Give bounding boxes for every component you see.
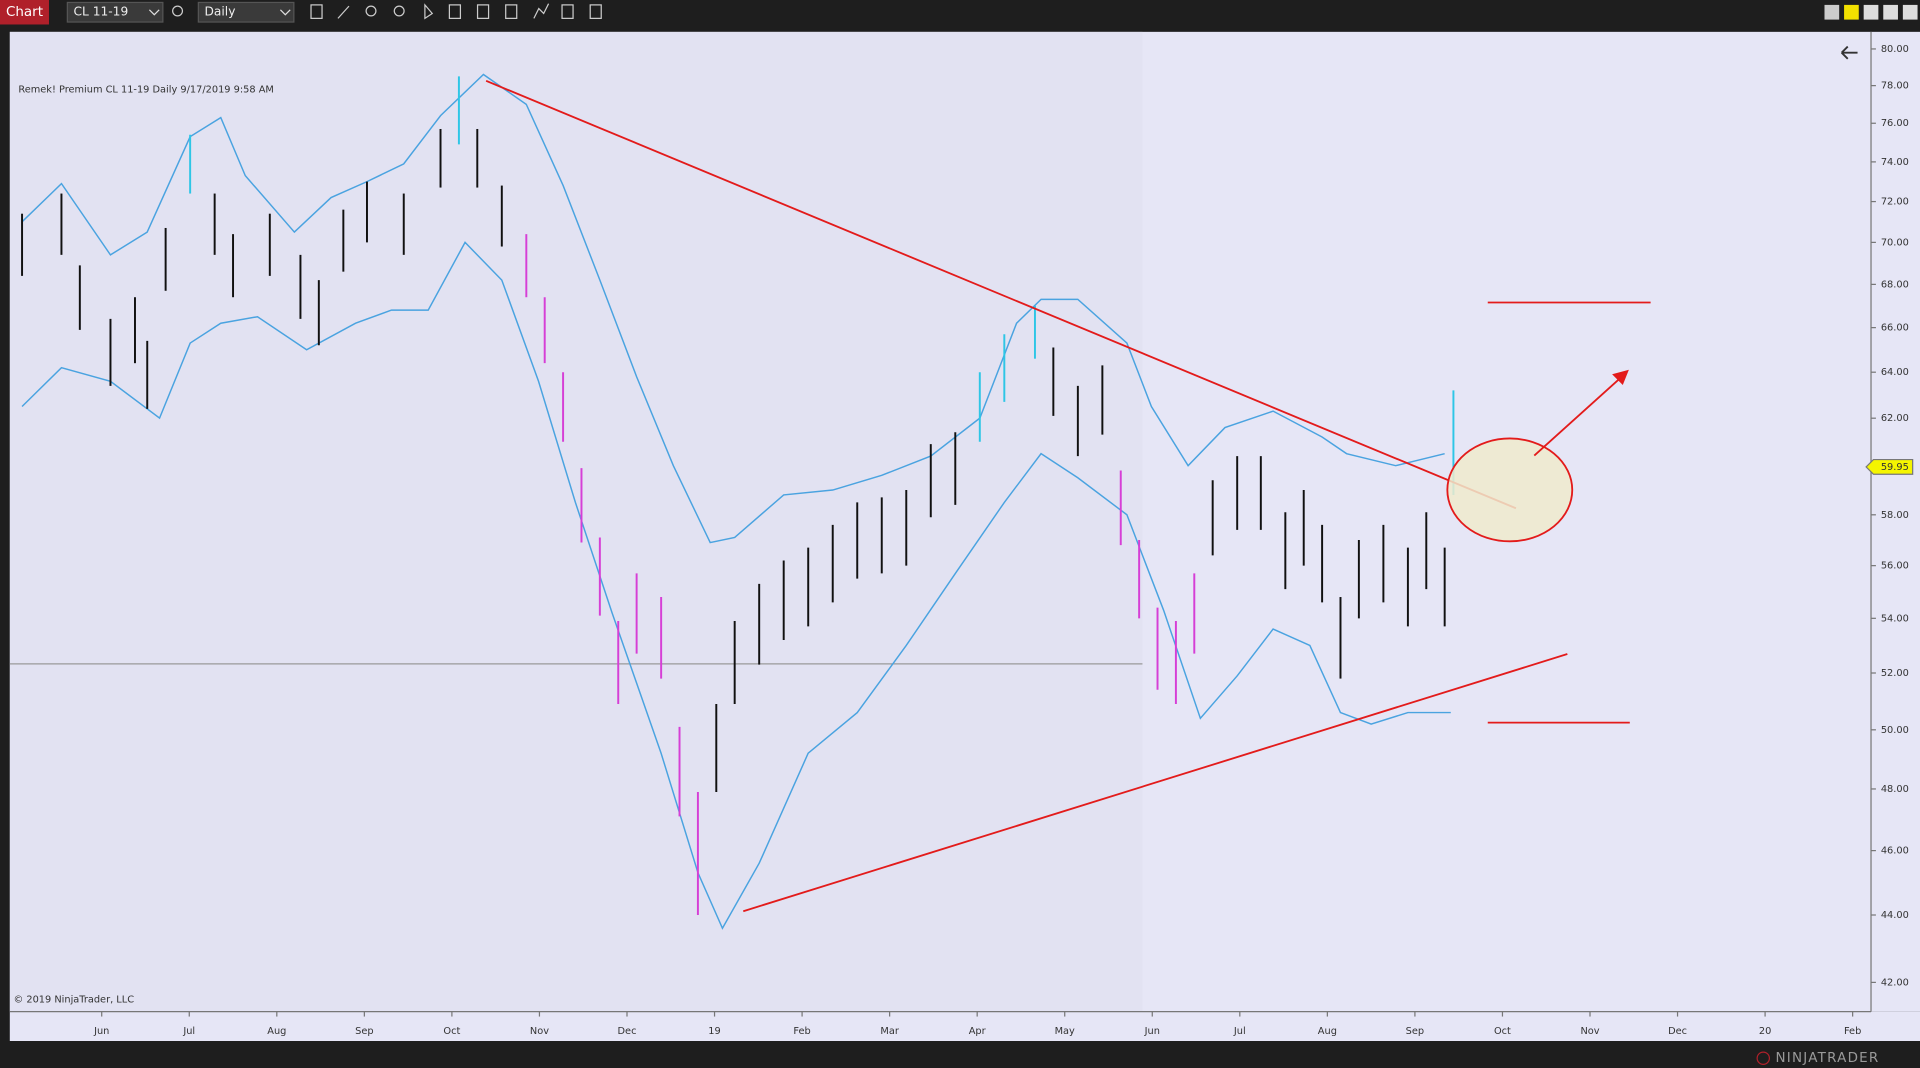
y-tick-label: 42.00 bbox=[1881, 977, 1909, 988]
y-tick-label: 48.00 bbox=[1881, 784, 1909, 795]
y-tick-label: 46.00 bbox=[1881, 846, 1909, 857]
y-tick-label: 52.00 bbox=[1881, 668, 1909, 679]
brand: NINJATRADER bbox=[1776, 1050, 1880, 1066]
interval-label[interactable]: Daily bbox=[204, 5, 235, 19]
x-tick-label: Jun bbox=[1144, 1026, 1160, 1037]
y-axis-area bbox=[1871, 31, 1920, 1012]
y-tick-label: 50.00 bbox=[1881, 725, 1909, 736]
interval-select[interactable] bbox=[197, 1, 295, 23]
y-tick-label: 70.00 bbox=[1881, 237, 1909, 248]
x-tick-label: Oct bbox=[443, 1026, 460, 1037]
chart-tab[interactable] bbox=[0, 0, 49, 25]
x-tick-label: Dec bbox=[618, 1026, 637, 1037]
last-price-marker bbox=[1865, 458, 1914, 475]
x-tick-label: Oct bbox=[1494, 1026, 1511, 1037]
y-tick-label: 76.00 bbox=[1881, 118, 1909, 129]
status-bar bbox=[0, 1041, 1920, 1068]
instrument-label[interactable]: CL 11-19 bbox=[73, 5, 128, 19]
back-arrow[interactable] bbox=[1840, 45, 1858, 60]
x-tick-label: 19 bbox=[708, 1026, 720, 1037]
y-tick-label: 72.00 bbox=[1881, 197, 1909, 208]
x-tick-label: Nov bbox=[530, 1026, 549, 1037]
y-tick-label: 80.00 bbox=[1881, 44, 1909, 55]
dropdown-icon bbox=[279, 9, 291, 16]
y-tick-label: 54.00 bbox=[1881, 613, 1909, 624]
toolbar-icons[interactable] bbox=[310, 3, 602, 20]
instrument-select[interactable] bbox=[66, 1, 164, 23]
y-tick-label: 56.00 bbox=[1881, 561, 1909, 572]
x-tick-label: Jul bbox=[1233, 1026, 1246, 1037]
last-price-label: 59.95 bbox=[1881, 462, 1909, 473]
x-tick-label: Mar bbox=[880, 1026, 899, 1037]
x-tick-label: Sep bbox=[1406, 1026, 1424, 1037]
x-tick-label: Sep bbox=[355, 1026, 373, 1037]
x-tick-label: Feb bbox=[1844, 1026, 1861, 1037]
x-tick-label: Feb bbox=[793, 1026, 810, 1037]
x-tick-label: Nov bbox=[1580, 1026, 1599, 1037]
x-tick-label: Jun bbox=[93, 1026, 109, 1037]
search-icon[interactable] bbox=[172, 5, 184, 17]
x-tick-label: 20 bbox=[1759, 1026, 1771, 1037]
copyright: © 2019 NinjaTrader, LLC bbox=[13, 994, 134, 1005]
x-tick-label: Dec bbox=[1668, 1026, 1687, 1037]
dropdown-icon bbox=[148, 9, 160, 16]
band-lower bbox=[21, 241, 1451, 930]
band-upper bbox=[21, 73, 1445, 544]
y-tick-label: 74.00 bbox=[1881, 157, 1909, 168]
y-tick-label: 78.00 bbox=[1881, 81, 1909, 92]
y-tick-label: 58.00 bbox=[1881, 510, 1909, 521]
y-tick-label: 66.00 bbox=[1881, 323, 1909, 334]
x-tick-label: Aug bbox=[267, 1026, 286, 1037]
y-tick-label: 44.00 bbox=[1881, 910, 1909, 921]
y-tick-label: 68.00 bbox=[1881, 279, 1909, 290]
x-tick-label: Aug bbox=[1318, 1026, 1337, 1037]
x-tick-label: Jul bbox=[182, 1026, 195, 1037]
drawing-tools[interactable] bbox=[485, 79, 1651, 913]
x-tick-label: Apr bbox=[969, 1026, 987, 1037]
chart-header: Remek! Premium CL 11-19 Daily 9/17/2019 … bbox=[18, 84, 273, 95]
y-tick-label: 62.00 bbox=[1881, 413, 1909, 424]
shaded-region bbox=[9, 31, 1143, 1012]
x-axis-area bbox=[9, 1011, 1920, 1042]
y-tick-label: 64.00 bbox=[1881, 367, 1909, 378]
brand-logo bbox=[1756, 1051, 1770, 1065]
x-tick-label: May bbox=[1055, 1026, 1075, 1037]
window-buttons[interactable] bbox=[1824, 4, 1918, 20]
chart-tab-label[interactable]: Chart bbox=[6, 4, 43, 20]
